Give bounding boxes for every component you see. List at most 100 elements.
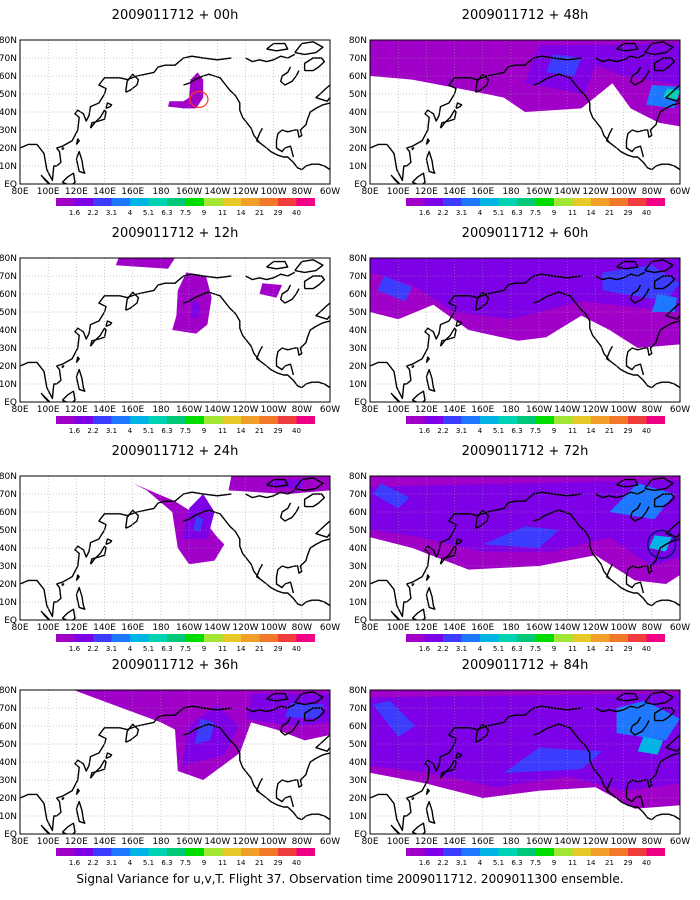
colorbar-swatch: [406, 198, 425, 206]
longitude-label: 120W: [232, 405, 258, 415]
colorbar-label: 11: [218, 427, 227, 435]
longitude-label: 160E: [121, 837, 144, 847]
coastline: [89, 109, 107, 129]
colorbar-label: 7.5: [180, 209, 191, 217]
colorbar-swatch: [278, 416, 297, 424]
coastline: [75, 138, 80, 145]
colorbar-label: 1.6: [419, 859, 431, 867]
latitude-label: 20N: [0, 794, 17, 804]
longitude-label: 60W: [320, 187, 340, 197]
latitude-label: 10N: [349, 598, 367, 608]
longitude-label: 160E: [121, 623, 144, 633]
latitude-label: 50N: [0, 308, 17, 318]
latitude-label: 10N: [349, 380, 367, 390]
colorbar-label: 1.6: [419, 645, 431, 653]
variance-contour: [182, 494, 215, 539]
colorbar-label: 11: [218, 645, 227, 653]
colorbar-swatch: [74, 416, 93, 424]
coastline: [105, 752, 113, 760]
coastline: [390, 824, 401, 834]
colorbar-swatch: [278, 634, 297, 642]
colorbar-swatch: [572, 198, 591, 206]
latitude-label: 80N: [0, 254, 17, 264]
longitude-label: 100W: [261, 405, 287, 415]
map-frame: [19, 475, 331, 621]
colorbar-swatch: [461, 416, 480, 424]
coastline: [605, 777, 614, 794]
colorbar-swatch: [130, 848, 149, 856]
coastline: [125, 723, 140, 743]
colorbar-label: 5.1: [493, 209, 504, 217]
colorbar-label: 4: [478, 209, 483, 217]
longitude-label: 100W: [611, 623, 637, 633]
coastline: [275, 538, 330, 594]
latitude-label: 60N: [349, 72, 367, 82]
coastline: [425, 356, 430, 363]
coastline: [455, 538, 463, 546]
colorbar-swatch: [74, 848, 93, 856]
coastline: [411, 822, 426, 834]
coastline: [411, 608, 426, 620]
latitude-label: 50N: [349, 90, 367, 100]
colorbar-swatch: [259, 416, 278, 424]
variance-contour: [609, 483, 675, 520]
colorbar-label: 11: [218, 209, 227, 217]
longitude-label: 140W: [204, 623, 230, 633]
latitude-label: 40N: [349, 108, 367, 118]
coastline: [61, 172, 76, 184]
colorbar-label: 14: [237, 427, 246, 435]
colorbar-swatch: [296, 848, 315, 856]
variance-contour: [190, 299, 201, 320]
colorbar-swatch: [93, 848, 112, 856]
longitude-label: 80E: [361, 405, 378, 415]
coastline: [425, 788, 430, 795]
longitude-label: 140W: [204, 405, 230, 415]
coastline: [425, 138, 430, 145]
latitude-label: 80N: [0, 472, 17, 482]
figure-caption: Signal Variance for u,v,T. Flight 37. Ob…: [76, 872, 624, 886]
colorbar-label: 29: [274, 209, 283, 217]
coastline: [595, 703, 646, 713]
longitude-label: 120W: [232, 837, 258, 847]
coastline: [390, 174, 401, 184]
longitude-label: 80W: [292, 623, 312, 633]
coastline: [280, 284, 300, 304]
colorbar-label: 6.3: [511, 859, 522, 867]
coastline: [125, 291, 140, 311]
longitude-label: 60W: [320, 623, 340, 633]
longitude-label: 180: [152, 187, 169, 197]
colorbar-swatch: [185, 634, 204, 642]
coastline: [255, 563, 264, 580]
colorbar-label: 5.1: [143, 427, 154, 435]
colorbar-swatch: [406, 416, 425, 424]
colorbar-swatch: [185, 416, 204, 424]
longitude-label: 100E: [37, 405, 60, 415]
coastline: [255, 127, 264, 144]
longitude-label: 140E: [93, 187, 116, 197]
coastline: [89, 545, 107, 565]
colorbar-swatch: [167, 198, 186, 206]
colorbar-swatch: [406, 634, 425, 642]
variance-contour: [193, 515, 204, 532]
colorbar-swatch: [628, 634, 647, 642]
colorbar-label: 5.1: [493, 645, 504, 653]
longitude-label: 180: [502, 405, 519, 415]
coastline: [390, 610, 401, 620]
latitude-label: 60N: [0, 722, 17, 732]
coastline: [475, 73, 490, 93]
longitude-label: 140W: [554, 405, 580, 415]
panel-title: 2009011712 + 36h: [111, 658, 239, 673]
longitude-label: 100W: [611, 837, 637, 847]
longitude-label: 120W: [232, 187, 258, 197]
colorbar-swatch: [609, 198, 628, 206]
coastline: [370, 491, 582, 618]
colorbar-label: 2.2: [437, 427, 448, 435]
colorbar-swatch: [204, 634, 223, 642]
map-frame: [19, 257, 331, 403]
variance-contour: [372, 483, 410, 509]
latitude-label: 30N: [349, 776, 367, 786]
colorbar-label: 9: [202, 209, 206, 217]
longitude-label: 80E: [11, 837, 28, 847]
colorbar-swatch: [535, 198, 554, 206]
colorbar-label: 7.5: [180, 859, 191, 867]
